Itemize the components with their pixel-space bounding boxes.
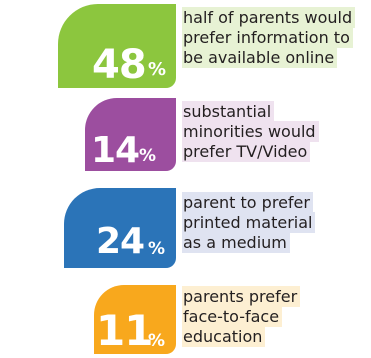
description-line: minorities would [182, 121, 319, 142]
stat-value: 14 [91, 130, 140, 171]
description-line: as a medium [182, 232, 290, 253]
stat-tile-tv-video: 14 % [85, 98, 176, 171]
description-line: substantial [182, 101, 275, 122]
description-line: face-to-face [182, 306, 283, 327]
description-line: prefer TV/Video [182, 141, 311, 162]
stat-tile-online: 48 % [58, 4, 176, 88]
stat-tile-printed: 24 % [64, 188, 176, 268]
stat-unit: % [139, 146, 157, 166]
description-line: printed material [182, 212, 316, 233]
stat-description-tv-video: substantial minorities would prefer TV/V… [182, 101, 319, 162]
description-line: parent to prefer [182, 192, 313, 213]
stat-description-face-to-face: parents prefer face-to-face education [182, 286, 301, 347]
stat-unit: % [148, 331, 166, 351]
stat-description-printed: parent to prefer printed material as a m… [182, 192, 316, 253]
stat-description-online: half of parents would prefer information… [182, 7, 356, 68]
description-line: prefer information to [182, 27, 353, 48]
description-line: half of parents would [182, 7, 356, 28]
description-line: education [182, 326, 266, 347]
stat-tile-face-to-face: 11 % [94, 285, 176, 354]
stat-value: 11 [96, 306, 153, 355]
stat-value: 24 [96, 221, 145, 262]
stat-value: 48 [92, 42, 147, 88]
stat-unit: % [148, 239, 166, 259]
stat-unit: % [148, 59, 167, 80]
description-line: parents prefer [182, 286, 301, 307]
description-line: be available online [182, 47, 338, 68]
